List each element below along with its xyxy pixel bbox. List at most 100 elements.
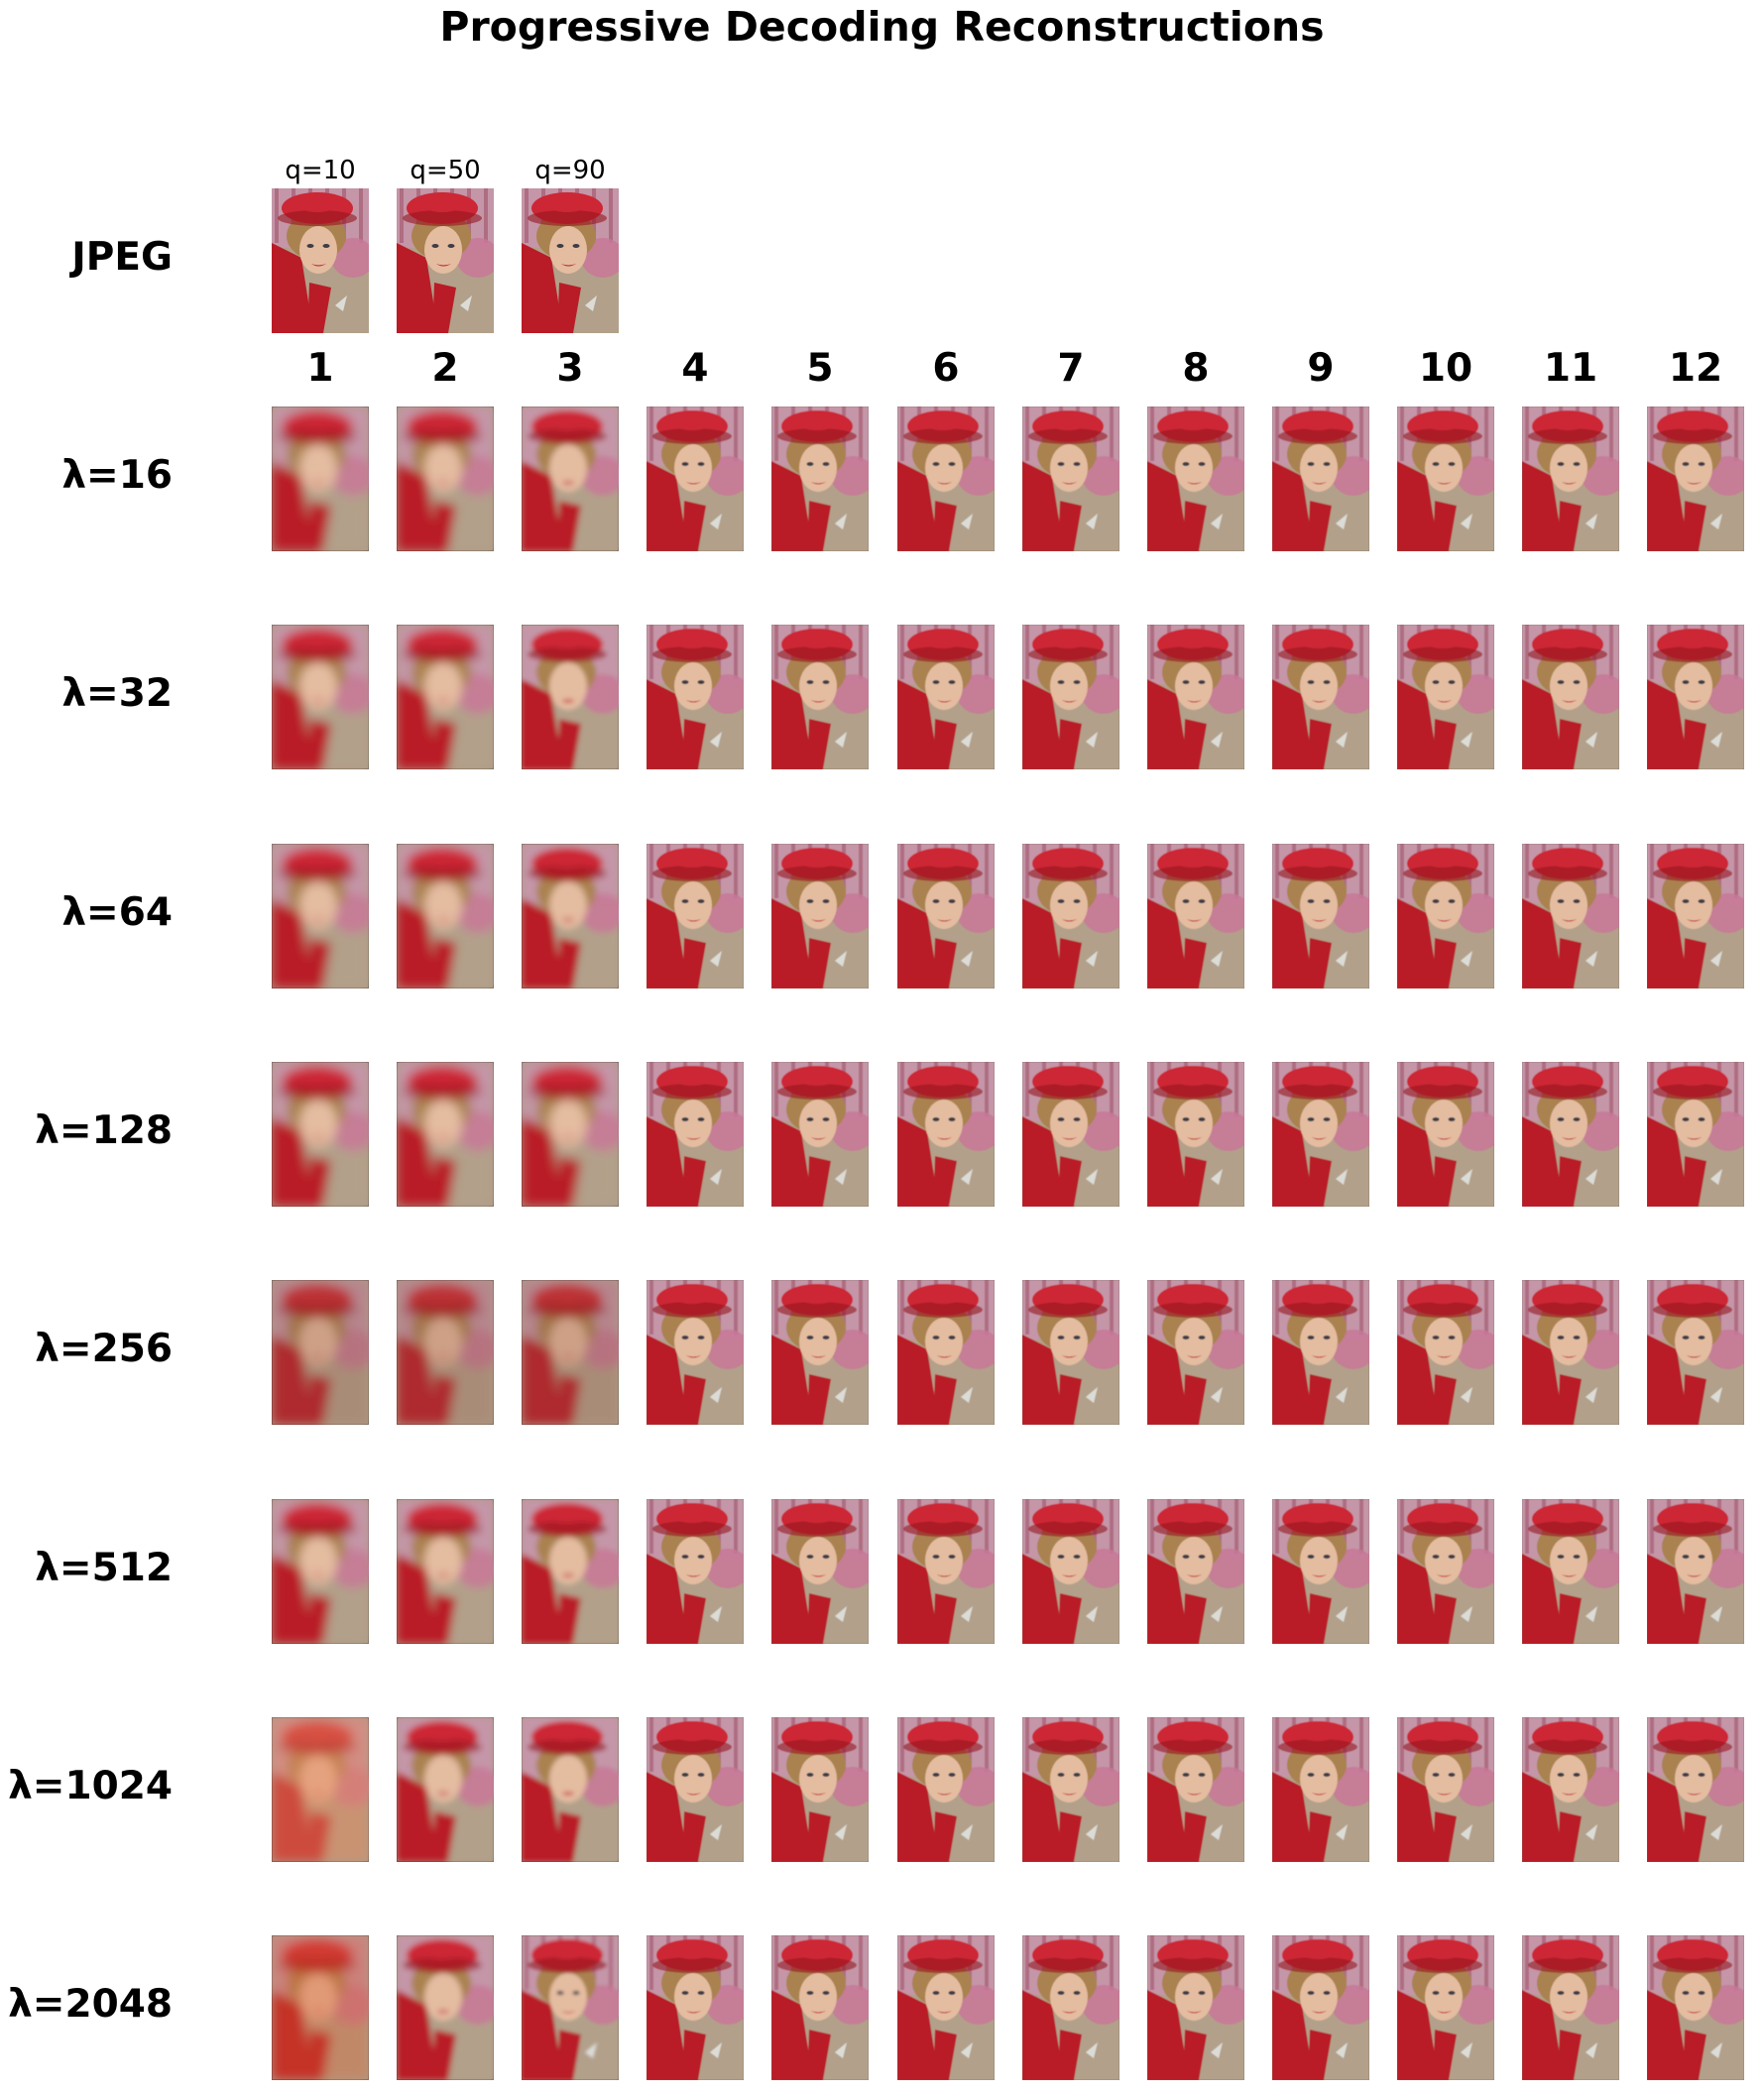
reconstruction-image — [1522, 1935, 1619, 2080]
reconstruction-image — [647, 1280, 744, 1425]
reconstruction-image — [397, 1062, 494, 1207]
reconstruction-image — [897, 1935, 995, 2080]
reconstruction-image — [1272, 1499, 1369, 1644]
reconstruction-image — [272, 407, 369, 551]
reconstruction-image — [522, 844, 619, 989]
reconstruction-image — [1397, 1062, 1494, 1207]
reconstruction-image — [397, 1935, 494, 2080]
reconstruction-image — [522, 407, 619, 551]
reconstruction-image — [272, 1499, 369, 1644]
jpeg-reconstruction-image — [397, 188, 494, 333]
reconstruction-image — [647, 1499, 744, 1644]
reconstruction-image — [647, 1935, 744, 2080]
reconstruction-image — [1272, 1717, 1369, 1862]
reconstruction-image — [272, 844, 369, 989]
column-header: 3 — [556, 346, 584, 391]
column-header: 12 — [1668, 346, 1723, 391]
reconstruction-image — [1522, 407, 1619, 551]
reconstruction-image — [1147, 1717, 1244, 1862]
reconstruction-image — [1272, 407, 1369, 551]
jpeg-reconstruction-image — [272, 188, 369, 333]
reconstruction-image — [1647, 1062, 1744, 1207]
reconstruction-image — [272, 1280, 369, 1425]
row-label-lambda: λ=2048 — [8, 1982, 173, 2027]
reconstruction-image — [647, 1717, 744, 1862]
reconstruction-image — [1022, 1062, 1119, 1207]
reconstruction-image — [897, 1717, 995, 1862]
row-label-lambda: λ=32 — [61, 671, 173, 716]
reconstruction-image — [1022, 1499, 1119, 1644]
reconstruction-image — [1522, 1062, 1619, 1207]
jpeg-reconstruction-image — [522, 188, 619, 333]
reconstruction-image — [1022, 407, 1119, 551]
reconstruction-image — [272, 1717, 369, 1862]
reconstruction-image — [1272, 1280, 1369, 1425]
reconstruction-image — [1272, 625, 1369, 769]
reconstruction-image — [647, 1062, 744, 1207]
reconstruction-image — [1272, 1062, 1369, 1207]
reconstruction-image — [1147, 1280, 1244, 1425]
row-label-lambda: λ=128 — [35, 1108, 173, 1153]
column-header: 8 — [1182, 346, 1210, 391]
reconstruction-image — [1522, 844, 1619, 989]
reconstruction-image — [1397, 1499, 1494, 1644]
jpeg-quality-label: q=10 — [285, 156, 356, 185]
reconstruction-image — [272, 625, 369, 769]
jpeg-quality-label: q=50 — [410, 156, 481, 185]
reconstruction-image — [397, 407, 494, 551]
reconstruction-image — [1522, 1499, 1619, 1644]
column-header: 4 — [681, 346, 709, 391]
reconstruction-image — [1647, 1717, 1744, 1862]
reconstruction-image — [771, 407, 869, 551]
reconstruction-image — [1022, 1717, 1119, 1862]
row-label-jpeg: JPEG — [71, 235, 173, 280]
reconstruction-image — [1647, 1935, 1744, 2080]
reconstruction-image — [1397, 1717, 1494, 1862]
reconstruction-image — [1147, 1935, 1244, 2080]
reconstruction-image — [771, 1717, 869, 1862]
column-header: 5 — [806, 346, 834, 391]
reconstruction-image — [897, 625, 995, 769]
reconstruction-image — [1647, 1499, 1744, 1644]
column-header: 7 — [1057, 346, 1085, 391]
reconstruction-image — [1397, 844, 1494, 989]
reconstruction-image — [397, 844, 494, 989]
reconstruction-image — [1397, 1935, 1494, 2080]
reconstruction-image — [1022, 625, 1119, 769]
column-header: 6 — [932, 346, 960, 391]
row-label-lambda: λ=512 — [35, 1546, 173, 1590]
reconstruction-image — [1522, 625, 1619, 769]
reconstruction-image — [397, 1717, 494, 1862]
reconstruction-image — [522, 1062, 619, 1207]
reconstruction-image — [1022, 1935, 1119, 2080]
reconstruction-image — [771, 844, 869, 989]
jpeg-quality-label: q=90 — [534, 156, 606, 185]
reconstruction-image — [1647, 1280, 1744, 1425]
column-header: 2 — [431, 346, 459, 391]
reconstruction-image — [1022, 844, 1119, 989]
reconstruction-image — [272, 1935, 369, 2080]
reconstruction-image — [1147, 1062, 1244, 1207]
reconstruction-image — [897, 844, 995, 989]
reconstruction-image — [1647, 407, 1744, 551]
reconstruction-image — [647, 625, 744, 769]
column-header: 11 — [1543, 346, 1598, 391]
reconstruction-image — [771, 1062, 869, 1207]
reconstruction-image — [522, 1717, 619, 1862]
reconstruction-image — [1647, 625, 1744, 769]
reconstruction-image — [897, 407, 995, 551]
reconstruction-image — [771, 625, 869, 769]
reconstruction-image — [897, 1280, 995, 1425]
reconstruction-image — [647, 844, 744, 989]
reconstruction-image — [397, 1499, 494, 1644]
row-label-lambda: λ=256 — [35, 1327, 173, 1371]
reconstruction-image — [1147, 625, 1244, 769]
reconstruction-image — [1147, 1499, 1244, 1644]
reconstruction-image — [771, 1280, 869, 1425]
reconstruction-image — [1147, 844, 1244, 989]
reconstruction-image — [1522, 1280, 1619, 1425]
reconstruction-image — [897, 1499, 995, 1644]
reconstruction-image — [1272, 844, 1369, 989]
reconstruction-image — [1647, 844, 1744, 989]
column-header: 10 — [1418, 346, 1473, 391]
